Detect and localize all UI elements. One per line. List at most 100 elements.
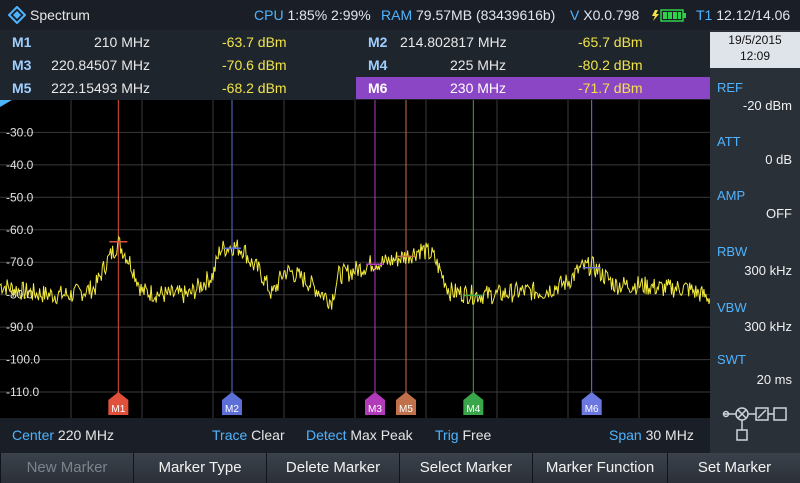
time-text: 12:09 <box>739 49 771 63</box>
detect-value: Max Peak <box>350 427 413 443</box>
trace-value: Clear <box>251 427 285 443</box>
ram-label: RAM <box>381 7 413 23</box>
att-label: ATT <box>717 134 741 149</box>
marker-flag-m2[interactable] <box>222 392 242 415</box>
marker-amplitude: -80.2 dBm <box>578 57 643 73</box>
marker-row-m3[interactable]: M3 220.84507 MHz -70.6 dBm <box>0 54 355 76</box>
marker-frequency: 230 MHz <box>450 80 507 96</box>
softkey-bar: New Marker Marker Type Delete Marker Sel… <box>0 453 800 483</box>
trig-value: Free <box>462 427 492 443</box>
marker-amplitude: -63.7 dBm <box>222 34 287 50</box>
y-tick-label: -70.0 <box>6 255 34 269</box>
marker-name: M4 <box>368 57 388 73</box>
app-title: Spectrum <box>30 7 90 23</box>
marker-amplitude: -70.6 dBm <box>222 57 287 73</box>
marker-flag-m5[interactable] <box>396 392 416 415</box>
spectrum-plot[interactable]: -30.0 -40.0 -50.0 -60.0 -70.0 -80.0 -90.0 -100.… <box>0 100 711 418</box>
ref-level-setting[interactable]: REF -20 dBm <box>710 74 800 124</box>
span-setting[interactable]: Span 30 MHz <box>609 427 694 443</box>
vbw-label: VBW <box>717 300 747 315</box>
ref-level-indicator <box>0 100 12 107</box>
marker-flag-m3[interactable] <box>365 392 385 415</box>
marker-row-m2[interactable]: M2 214.802817 MHz -65.7 dBm <box>356 31 710 53</box>
y-tick-label: -30.0 <box>6 125 34 139</box>
cpu-status: CPU 1:85% 2:99% <box>254 7 371 23</box>
marker-frequency: 210 MHz <box>93 34 150 50</box>
temperature-label: T1 <box>696 7 713 23</box>
version-status: V X0.0.798 <box>570 7 639 23</box>
ram-value: 79.57MB (83439616b) <box>416 7 556 23</box>
marker-name: M2 <box>368 34 388 50</box>
marker-flags[interactable]: M1 M2 M3 M4 M5 M6 <box>108 392 602 415</box>
date-text: 19/5/2015 <box>728 33 782 47</box>
signal-path-icon[interactable] <box>720 402 790 442</box>
rbw-label: RBW <box>717 244 748 259</box>
new-marker-button[interactable]: New Marker <box>0 453 133 483</box>
marker-amplitude: -68.2 dBm <box>222 80 287 96</box>
delete-marker-button[interactable]: Delete Marker <box>266 453 399 483</box>
y-tick-label: -50.0 <box>6 190 34 204</box>
center-frequency[interactable]: Center 220 MHz <box>12 427 114 443</box>
attenuation-setting[interactable]: ATT 0 dB <box>710 128 800 178</box>
swt-value: 20 ms <box>756 372 792 387</box>
version-label: V <box>570 7 580 23</box>
y-tick-label: -60.0 <box>6 223 34 237</box>
trig-label: Trig <box>435 427 459 443</box>
y-tick-label: -100.0 <box>6 353 40 367</box>
rbw-value: 300 kHz <box>744 263 792 278</box>
cpu-value: 1:85% 2:99% <box>287 7 371 23</box>
marker-type-button[interactable]: Marker Type <box>133 453 266 483</box>
vbw-setting[interactable]: VBW 300 kHz <box>710 294 800 344</box>
center-label: Center <box>12 427 55 443</box>
marker-row-m5[interactable]: M5 222.15493 MHz -68.2 dBm <box>0 77 355 99</box>
spectrum-chart-svg[interactable]: -30.0-40.0-50.0-60.0-70.0-80.0-90.0-100.… <box>0 100 711 418</box>
marker-flag-m1[interactable] <box>108 392 129 415</box>
detector-mode[interactable]: Detect Max Peak <box>306 427 413 443</box>
trace-mode[interactable]: Trace Clear <box>212 427 285 443</box>
y-tick-label: -90.0 <box>6 320 34 334</box>
set-marker-button[interactable]: Set Marker <box>667 453 800 483</box>
amp-value: OFF <box>766 206 792 221</box>
date-time-display: 19/5/2015 12:09 <box>710 32 800 68</box>
marker-frequency: 220.84507 MHz <box>51 57 150 73</box>
ref-value: -20 dBm <box>742 98 792 113</box>
marker-frequency: 222.15493 MHz <box>51 80 150 96</box>
marker-flag-m6[interactable] <box>581 392 602 415</box>
trace-label: Trace <box>212 427 248 443</box>
marker-name: M5 <box>12 80 32 96</box>
cpu-label: CPU <box>254 7 284 23</box>
marker-row-m4[interactable]: M4 225 MHz -80.2 dBm <box>356 54 710 76</box>
marker-function-button[interactable]: Marker Function <box>532 453 667 483</box>
marker-table: M1 210 MHz -63.7 dBm M2 214.802817 MHz -… <box>0 30 710 100</box>
vbw-value: 300 kHz <box>744 319 792 334</box>
span-label: Span <box>609 427 642 443</box>
y-tick-label: -110.0 <box>6 385 39 399</box>
amp-label: AMP <box>717 188 746 203</box>
ref-label: REF <box>717 80 743 95</box>
marker-name: M1 <box>12 34 32 50</box>
settings-side-panel: 19/5/2015 12:09 REF -20 dBm ATT 0 dB AMP… <box>710 30 800 453</box>
y-tick-label: -40.0 <box>6 158 34 172</box>
temperature-value: 12.12/14.06 <box>716 7 791 23</box>
marker-frequency: 214.802817 MHz <box>400 34 507 50</box>
marker-row-m1[interactable]: M1 210 MHz -63.7 dBm <box>0 31 355 53</box>
trigger-mode[interactable]: Trig Free <box>435 427 491 443</box>
select-marker-button[interactable]: Select Marker <box>399 453 532 483</box>
amplifier-setting[interactable]: AMP OFF <box>710 182 800 232</box>
rbw-setting[interactable]: RBW 300 kHz <box>710 238 800 288</box>
marker-flag-label-m6: M6 <box>585 404 599 415</box>
marker-row-m6-selected[interactable]: M6 230 MHz -71.7 dBm <box>356 77 710 99</box>
spectrum-trace <box>0 235 711 310</box>
marker-amplitude: -71.7 dBm <box>578 80 643 96</box>
ram-status: RAM 79.57MB (83439616b) <box>381 7 555 23</box>
sweep-settings-footer: Center 220 MHz Trace Clear Detect Max Pe… <box>0 418 710 453</box>
marker-heads <box>109 241 601 297</box>
sweep-time-setting[interactable]: SWT 20 ms <box>710 348 800 398</box>
marker-flag-m4[interactable] <box>463 392 484 415</box>
top-status-bar: Spectrum CPU 1:85% 2:99% RAM 79.57MB (83… <box>0 0 800 30</box>
marker-name: M6 <box>368 80 388 96</box>
spectrum-app-icon[interactable] <box>8 6 26 24</box>
marker-amplitude: -65.7 dBm <box>578 34 643 50</box>
att-value: 0 dB <box>765 152 792 167</box>
grid <box>0 100 710 418</box>
